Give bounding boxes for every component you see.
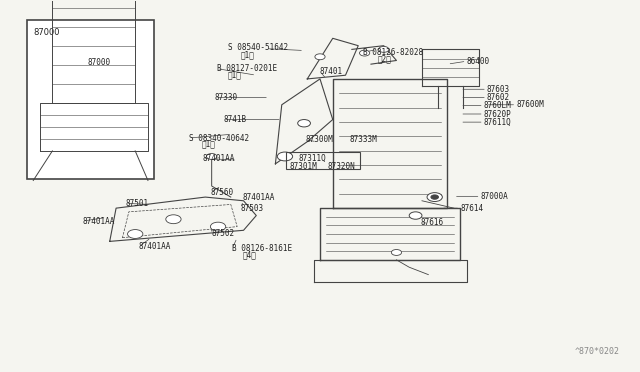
Text: 87502: 87502	[212, 230, 235, 238]
Text: 87300M: 87300M	[305, 135, 333, 144]
Circle shape	[298, 119, 310, 127]
Text: 8741B: 8741B	[223, 115, 246, 124]
Text: 8760LM: 8760LM	[484, 101, 511, 110]
Text: 87603: 87603	[487, 85, 510, 94]
Text: （2）: （2）	[378, 54, 391, 63]
Text: B 08126-8161E: B 08126-8161E	[232, 244, 292, 253]
Text: B 08127-0201E: B 08127-0201E	[217, 64, 277, 73]
Text: （1）: （1）	[228, 71, 241, 80]
Text: 87000: 87000	[88, 58, 111, 67]
Circle shape	[207, 154, 217, 160]
Circle shape	[166, 215, 181, 224]
Text: 87333M: 87333M	[350, 135, 378, 144]
Text: B 08126-82028: B 08126-82028	[364, 48, 424, 57]
Text: 87401AA: 87401AA	[203, 154, 235, 163]
FancyBboxPatch shape	[27, 20, 154, 179]
Circle shape	[379, 46, 389, 52]
Text: 87602: 87602	[487, 93, 510, 102]
Text: S 08340-40642: S 08340-40642	[189, 134, 250, 142]
Text: 87401AA: 87401AA	[138, 243, 171, 251]
Text: 87401AA: 87401AA	[243, 193, 275, 202]
Text: （1）: （1）	[202, 140, 216, 149]
Text: 87503: 87503	[241, 203, 264, 213]
Text: 87330: 87330	[215, 93, 238, 102]
Text: 87000: 87000	[33, 28, 60, 36]
Text: 87401AA: 87401AA	[83, 217, 115, 225]
Circle shape	[127, 230, 143, 238]
Text: （4）: （4）	[243, 251, 256, 260]
Circle shape	[409, 212, 422, 219]
Text: 87301M: 87301M	[289, 162, 317, 171]
Circle shape	[392, 250, 401, 256]
Circle shape	[360, 50, 370, 56]
Circle shape	[431, 195, 438, 199]
Text: 87311Q: 87311Q	[299, 154, 327, 163]
Text: 87000A: 87000A	[481, 192, 508, 201]
Text: 86400: 86400	[467, 57, 490, 66]
Circle shape	[277, 152, 292, 161]
Text: 87614: 87614	[460, 203, 483, 213]
Circle shape	[315, 54, 325, 60]
Text: ^870*0202: ^870*0202	[575, 347, 620, 356]
Text: 87611Q: 87611Q	[484, 118, 511, 126]
Text: 87600M: 87600M	[516, 100, 544, 109]
Circle shape	[427, 193, 442, 202]
Text: 87501: 87501	[125, 199, 148, 208]
Text: 87616: 87616	[420, 218, 444, 227]
Text: S 08540-51642: S 08540-51642	[228, 43, 288, 52]
Circle shape	[211, 222, 226, 231]
Text: 87560: 87560	[211, 188, 234, 197]
Text: （1）: （1）	[241, 51, 254, 60]
Text: 87401: 87401	[320, 67, 343, 76]
Text: 87320N: 87320N	[328, 162, 355, 171]
Text: 87620P: 87620P	[484, 109, 511, 119]
